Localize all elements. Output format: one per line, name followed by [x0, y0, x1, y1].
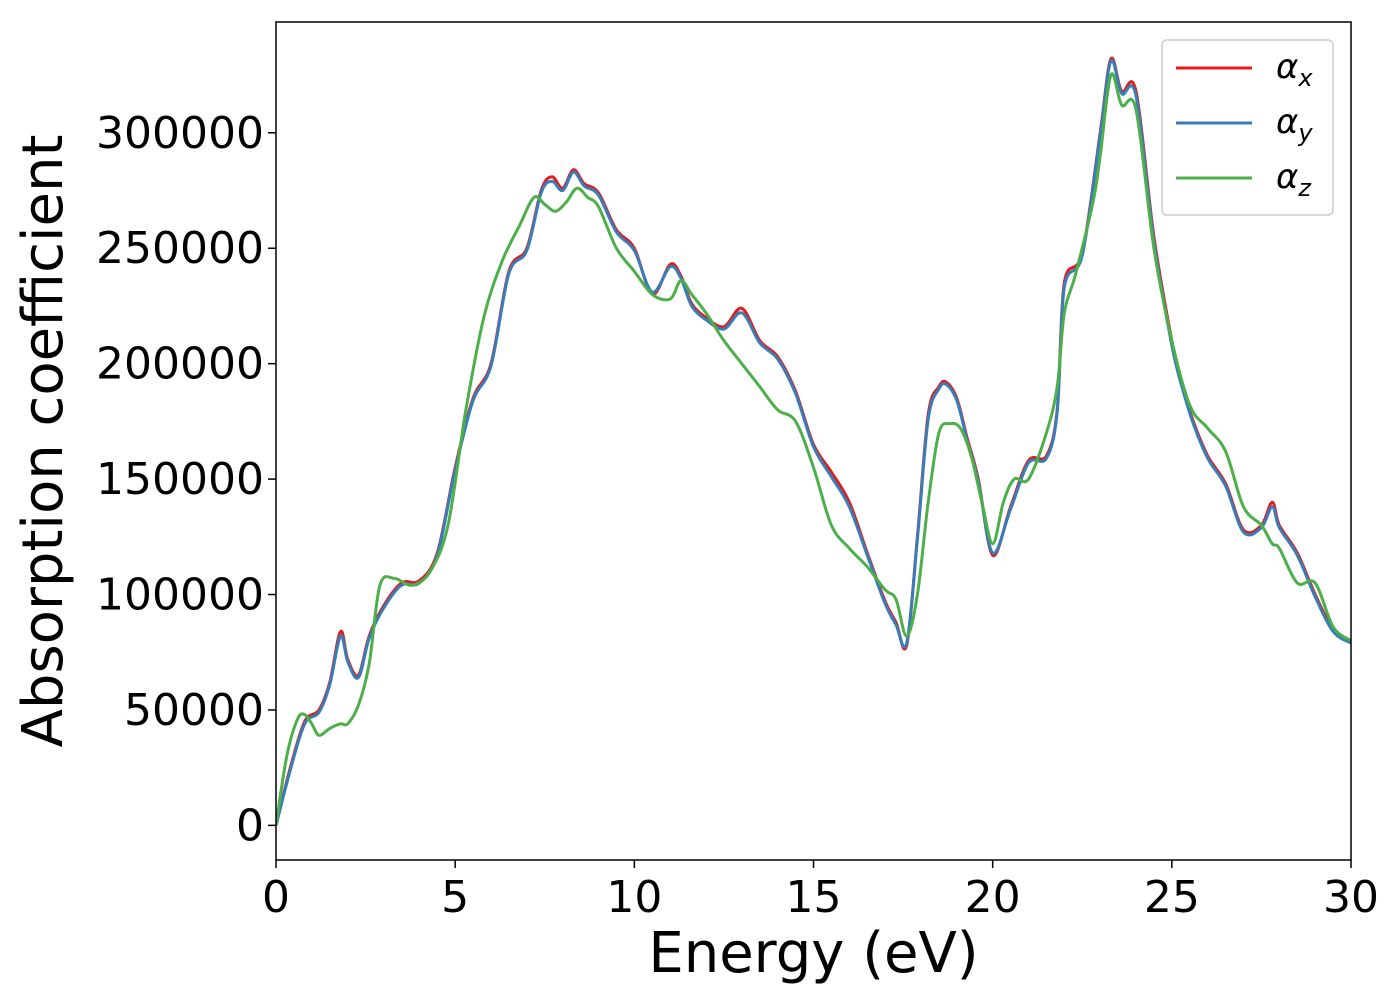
series-layer [276, 56, 1351, 826]
y-axis-title: Absorption coefficient [11, 135, 76, 748]
y-tick-label: 100000 [96, 570, 264, 621]
legend-label: αz [1276, 157, 1312, 202]
x-tick-label: 10 [606, 872, 662, 923]
x-tick-label: 20 [965, 872, 1021, 923]
x-tick-label: 5 [441, 872, 469, 923]
y-tick-label: 300000 [96, 108, 264, 159]
legend-label: αx [1276, 47, 1313, 92]
legend-box [1161, 39, 1334, 216]
x-tick-label: 15 [786, 872, 842, 923]
x-tick-label: 25 [1144, 872, 1200, 923]
x-axis-ticks: 0 5 10 15 20 25 30 [262, 860, 1379, 923]
y-tick-label: 250000 [96, 223, 264, 274]
x-axis-title: Energy (eV) [648, 921, 978, 986]
y-tick-label: 0 [236, 800, 264, 851]
y-tick-label: 200000 [96, 339, 264, 390]
x-tick-label: 0 [262, 872, 290, 923]
y-tick-label: 50000 [124, 685, 264, 736]
x-tick-label: 30 [1323, 872, 1379, 923]
y-tick-label: 150000 [96, 454, 264, 505]
legend-label: αy [1276, 102, 1313, 147]
y-axis-ticks: 0 50000 100000 150000 200000 250000 300000 [96, 108, 276, 851]
legend: αx αy αz [1161, 39, 1334, 216]
series-line-z [276, 72, 1351, 826]
